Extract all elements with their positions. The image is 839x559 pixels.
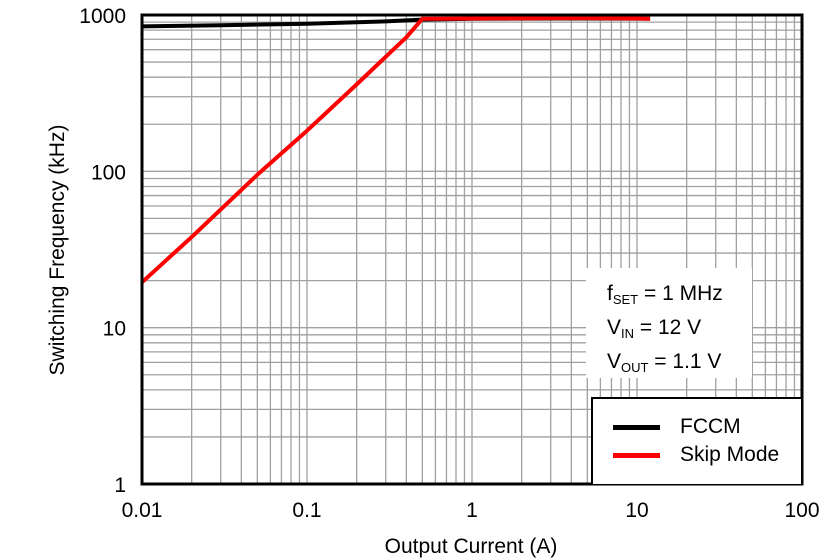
legend-item-skip-mode: Skip Mode [613, 443, 779, 467]
legend-swatch-skip-mode [613, 452, 660, 458]
y-tick-label: 1000 [79, 5, 126, 28]
y-tick-label: 1 [114, 474, 126, 497]
plot-frame [140, 13, 804, 486]
series-skip-mode [140, 16, 651, 284]
x-tick-labels: 0.01 0.1 1 10 100 [122, 499, 820, 522]
annotation-fset: fSET = 1 MHz [607, 282, 723, 307]
annotation-vout: VOUT = 1.1 V [607, 350, 722, 375]
legend-swatch-fccm [613, 424, 660, 430]
x-axis-label: Output Current (A) [385, 535, 558, 558]
x-tick-label: 10 [625, 499, 648, 522]
y-tick-labels: 1 10 100 1000 [79, 5, 126, 497]
data-series [140, 16, 651, 284]
x-tick-label: 0.01 [122, 499, 163, 522]
x-tick-label: 0.1 [292, 499, 321, 522]
x-tick-label: 1 [466, 499, 478, 522]
conditions-annotation: fSET = 1 MHz VIN = 12 V VOUT = 1.1 V [586, 268, 752, 378]
x-tick-label: 100 [784, 499, 819, 522]
annotation-vin: VIN = 12 V [607, 316, 702, 341]
y-tick-label: 10 [103, 318, 126, 341]
chart-legend: FCCM Skip Mode [591, 397, 801, 484]
legend-item-fccm: FCCM [613, 415, 741, 439]
y-tick-label: 100 [91, 161, 126, 184]
y-axis-label: Switching Frequency (kHz) [46, 125, 69, 376]
